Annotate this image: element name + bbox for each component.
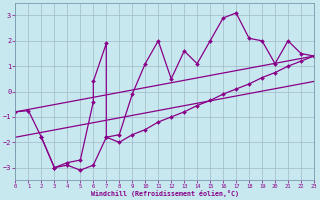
X-axis label: Windchill (Refroidissement éolien,°C): Windchill (Refroidissement éolien,°C) xyxy=(91,190,239,197)
